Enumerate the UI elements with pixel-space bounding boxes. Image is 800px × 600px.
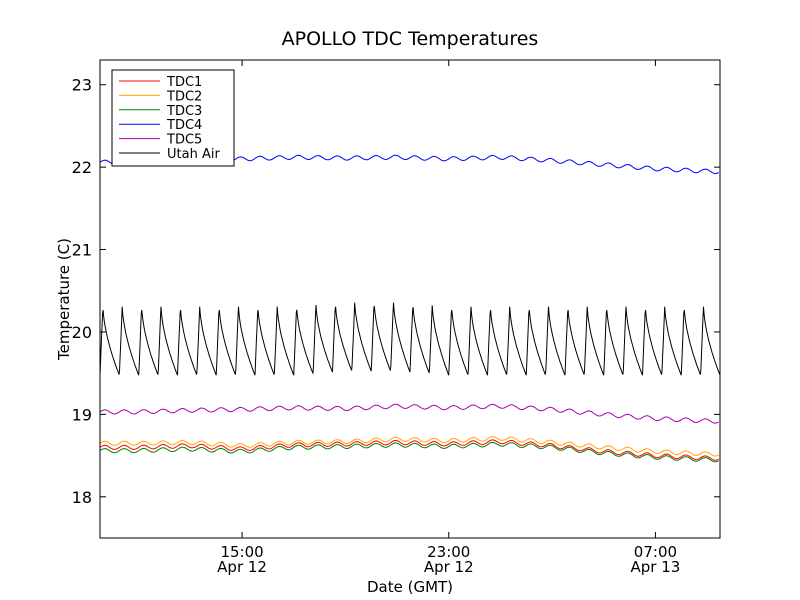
legend-label: TDC3 [166, 104, 202, 119]
series-line-tdc2 [100, 436, 719, 457]
legend-label: TDC4 [166, 118, 202, 133]
x-axis-label: Date (GMT) [367, 578, 453, 596]
series-line-utah-air [100, 302, 720, 376]
plot-frame [99, 59, 721, 539]
legend-label: TDC2 [166, 89, 202, 104]
series-line-tdc5 [100, 403, 719, 424]
y-axis: 18 19 20 21 22 23 [72, 76, 720, 507]
x-tick-label-time: 15:00 [220, 543, 263, 561]
series-line-tdc1 [100, 439, 719, 461]
y-tick-label: 19 [72, 405, 92, 424]
legend-label: TDC1 [166, 75, 202, 90]
y-tick-label: 23 [72, 76, 92, 95]
x-tick-label-time: 07:00 [634, 543, 677, 561]
legend-label: TDC5 [166, 133, 202, 148]
legend-box [111, 69, 235, 167]
x-tick-label-date: Apr 12 [424, 558, 474, 576]
legend-label: Utah Air [167, 147, 220, 162]
y-tick-label: 22 [72, 158, 92, 177]
chart-title: APOLLO TDC Temperatures [282, 28, 539, 50]
y-tick-label: 18 [72, 488, 92, 507]
plot-area [100, 154, 720, 463]
series-line-tdc3 [100, 441, 719, 463]
y-axis-label: Temperature (C) [55, 238, 73, 361]
x-tick-label-date: Apr 12 [217, 558, 267, 576]
y-tick-label: 21 [72, 241, 92, 260]
x-tick-label-date: Apr 13 [631, 558, 681, 576]
x-tick-label-time: 23:00 [427, 543, 470, 561]
y-tick-label: 20 [72, 323, 92, 342]
